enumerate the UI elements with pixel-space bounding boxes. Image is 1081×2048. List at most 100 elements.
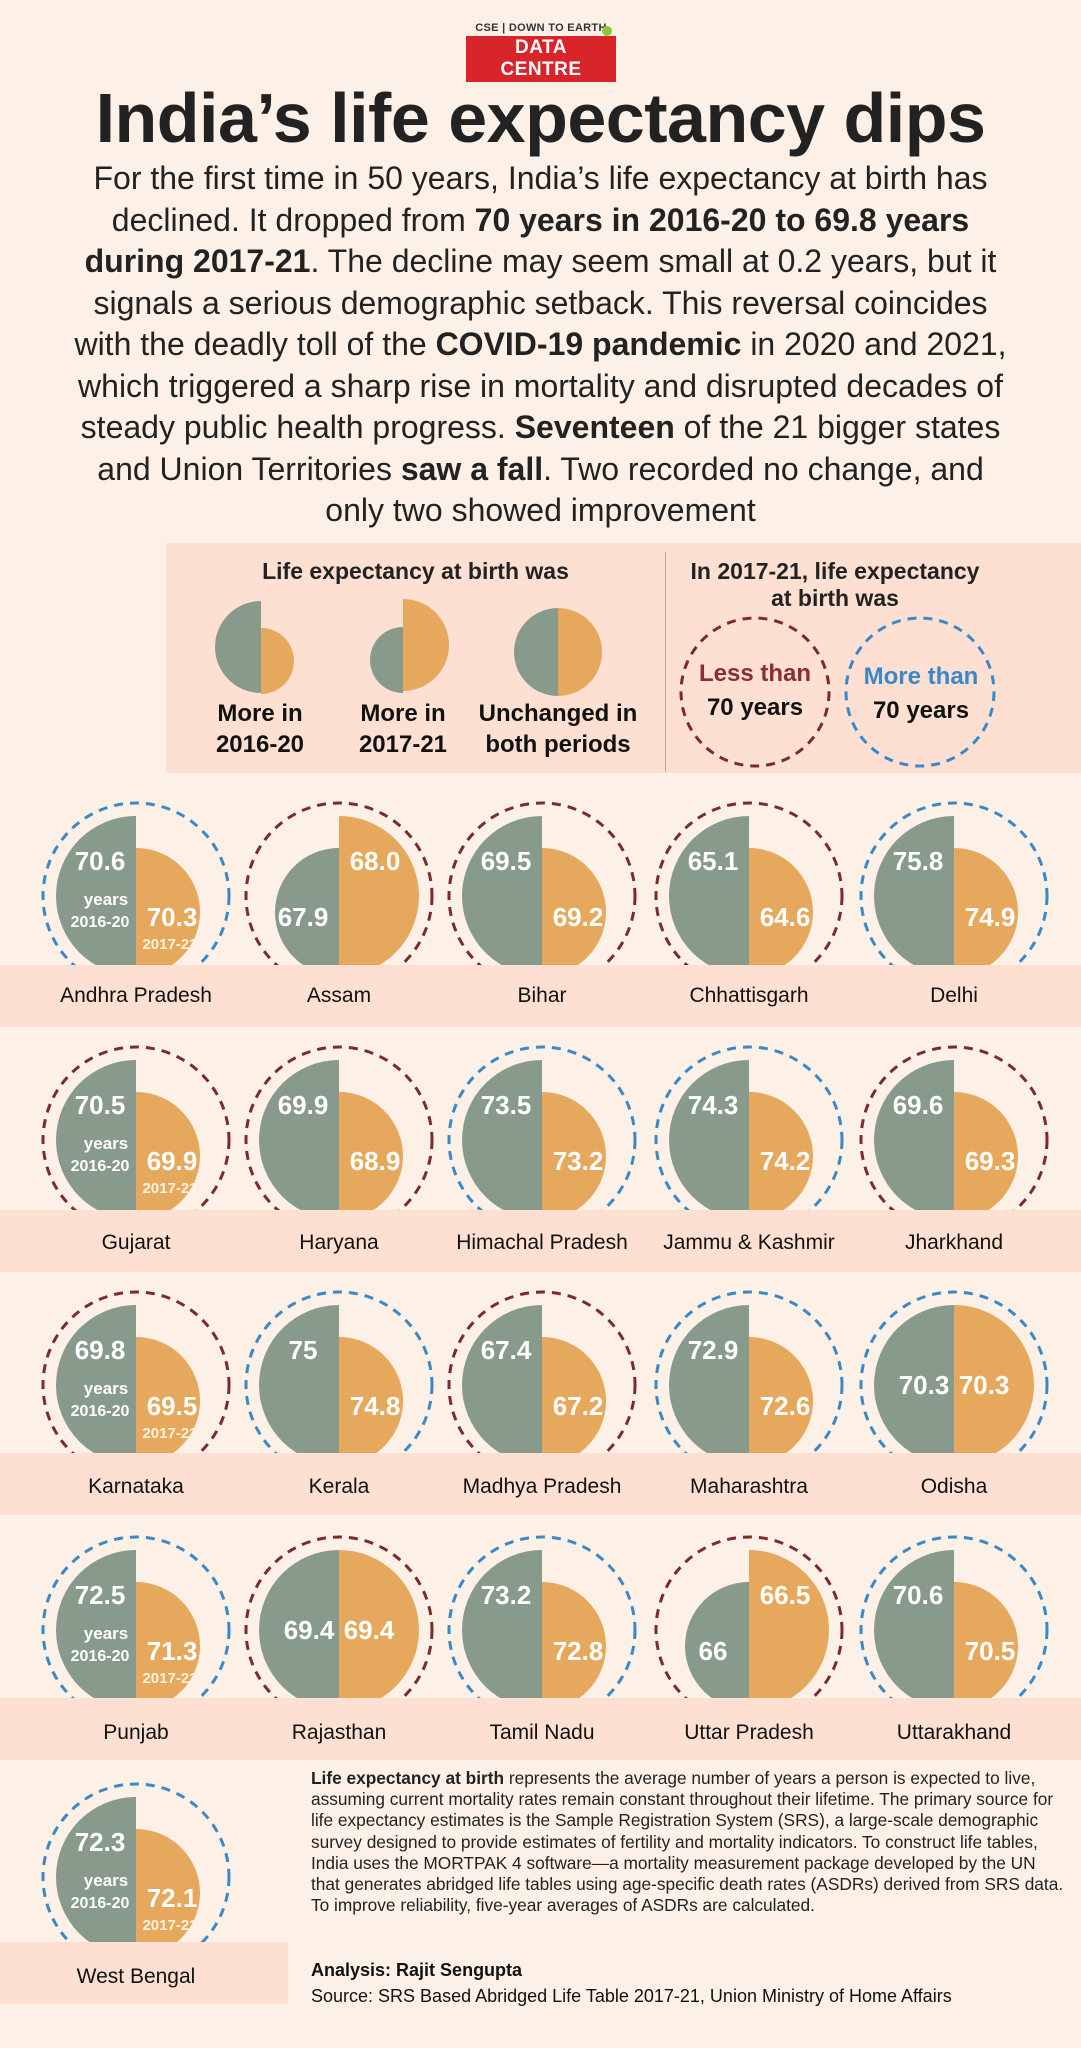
slice-2017-21 (339, 816, 419, 976)
state-pie-west-bengal: 72.3 72.1 (41, 1782, 231, 1972)
intro-text-1: For the first time in 50 years, India’s … (93, 160, 988, 238)
intro-paragraph: For the first time in 50 years, India’s … (70, 158, 1011, 532)
label-2016-20: 75.8 (893, 846, 944, 876)
logo-main-text: DATA CENTRE (466, 36, 616, 82)
slice-2016-20 (56, 1060, 136, 1220)
analysis-name: Rajit Sengupta (396, 1960, 523, 1980)
logo: CSE | DOWN TO EARTH DATA CENTRE (466, 22, 616, 82)
unit-label: years (84, 890, 128, 909)
slice-2016-20 (462, 816, 542, 976)
slice-2017-21 (749, 1092, 813, 1220)
label-2017-21: 72.8 (553, 1636, 604, 1666)
period-annotation: years 2016-20 2017-21 (71, 1379, 198, 1442)
legend-pie-unchanged-right (558, 608, 602, 696)
label-2016-20: 72.9 (688, 1335, 739, 1365)
legend-pie-more-2017-right (403, 599, 449, 691)
state-pie-rajasthan: 69.4 69.4 (244, 1535, 434, 1725)
band-overlay-last (0, 1942, 288, 2004)
legend-pie-more-2016-right (261, 628, 294, 694)
band-overlay (0, 1210, 1081, 1272)
state-name-label: Gujarat (101, 1231, 171, 1254)
slice-2016-20 (259, 1305, 339, 1465)
slice-2016-20 (874, 1550, 954, 1710)
state-name-label: Odisha (920, 1475, 988, 1498)
state-pie-haryana: 69.9 68.9 (244, 1045, 434, 1235)
period-label-2016-20: 2016-20 (71, 914, 130, 931)
label-2017-21: 64.6 (760, 902, 811, 932)
slice-2017-21 (136, 1337, 200, 1465)
state-pie-punjab: 72.5 71.3 (41, 1535, 231, 1725)
label-2016-20: 67.4 (481, 1335, 532, 1365)
label-2016-20: 69.6 (893, 1090, 944, 1120)
slice-2016-20 (259, 1550, 339, 1710)
state-pie-madhya-pradesh: 67.4 67.2 (447, 1290, 637, 1480)
state-name-label: Rajasthan (291, 1721, 387, 1744)
label-2017-21: 69.2 (553, 902, 604, 932)
analysis-label: Analysis: (311, 1960, 397, 1980)
state-name-label: Uttar Pradesh (684, 1721, 814, 1744)
label-2016-20: 72.5 (75, 1580, 126, 1610)
slice-2016-20 (669, 1305, 749, 1465)
label-2017-21: 73.2 (553, 1146, 604, 1176)
intro-bold-3: Seventeen (514, 409, 675, 445)
label-2016-20: 69.9 (278, 1090, 329, 1120)
state-name-label: Uttarakhand (896, 1721, 1012, 1744)
legend-label-unchanged-line1: Unchanged in (478, 700, 638, 727)
slice-2017-21 (339, 1092, 403, 1220)
slice-2017-21 (339, 1337, 403, 1465)
legend-label-more-2017-line1: More in (360, 700, 446, 727)
legend-ring-more (844, 616, 996, 768)
legend-label-more-2016-line2: 2016-20 (215, 731, 305, 758)
label-2016-20: 70.6 (75, 846, 126, 876)
label-2016-20: 65.1 (688, 846, 739, 876)
slice-2016-20 (462, 1550, 542, 1710)
legend-left-title: Life expectancy at birth was (262, 558, 569, 584)
unit-label: years (84, 1134, 128, 1153)
period-label-2017-21: 2017-21 (142, 1425, 197, 1442)
slice-2017-21 (749, 1337, 813, 1465)
state-marks: 70.6 70.3 68.0 67.9 69.5 69.2 65.1 64.6 75.8 74.9… (0, 801, 1081, 2004)
label-2016-20: 66 (699, 1636, 728, 1666)
slice-2016-20 (874, 1060, 954, 1220)
slice-2017-21 (542, 1092, 606, 1220)
unit-label: years (84, 1379, 128, 1398)
legend-less-line1: Less than (698, 660, 812, 687)
legend-pie-unchanged-left (514, 608, 558, 696)
label-2017-21: 74.2 (760, 1146, 811, 1176)
label-2016-20: 67.9 (278, 902, 329, 932)
state-name-label: Delhi (930, 984, 978, 1007)
page-title: India’s life expectancy dips (95, 79, 986, 157)
label-2017-21: 69.4 (344, 1615, 395, 1645)
label-2017-21: 66.5 (760, 1580, 811, 1610)
slice-2017-21 (136, 1829, 200, 1957)
label-2016-20: 73.5 (481, 1090, 532, 1120)
slice-2017-21 (954, 1305, 1034, 1465)
label-2017-21: 70.3 (147, 902, 198, 932)
state-pie-karnataka: 69.8 69.5 (41, 1290, 231, 1480)
legend-label-more-2017: More in 2017-21 (333, 698, 473, 760)
label-2017-21: 68.0 (350, 846, 401, 876)
state-name-label: Maharashtra (690, 1475, 808, 1498)
label-2017-21: 67.2 (553, 1391, 604, 1421)
legend-more-label: More than 70 years (841, 660, 1001, 728)
state-name-label: Kerala (308, 1475, 370, 1498)
legend-less-label: Less than 70 years (675, 657, 835, 725)
label-2017-21: 74.9 (965, 902, 1016, 932)
intro-text-4: of the 21 bigger states and Union Territ… (97, 409, 1001, 487)
logo-top-text: CSE | DOWN TO EARTH (475, 22, 607, 34)
state-pie-uttarakhand: 70.6 70.5 (859, 1535, 1049, 1725)
slice-2017-21 (749, 848, 813, 976)
band-overlay (0, 1453, 1081, 1515)
logo-dot-icon (602, 26, 612, 36)
legend-right-title-2: at birth was (771, 585, 899, 611)
intro-text-3: in 2020 and 2021, which triggered a shar… (78, 326, 1007, 445)
legend-less-line2: 70 years (706, 694, 804, 721)
label-2017-21: 69.5 (147, 1391, 198, 1421)
state-name-label: Assam (306, 984, 372, 1007)
label-2017-21: 72.6 (760, 1391, 811, 1421)
slice-2017-21 (136, 1582, 200, 1710)
state-pie-gujarat: 70.5 69.9 (41, 1045, 231, 1235)
slice-2017-21 (136, 1092, 200, 1220)
period-label-2017-21: 2017-21 (142, 1917, 197, 1934)
source-credit: Source: SRS Based Abridged Life Table 20… (311, 1986, 952, 2006)
